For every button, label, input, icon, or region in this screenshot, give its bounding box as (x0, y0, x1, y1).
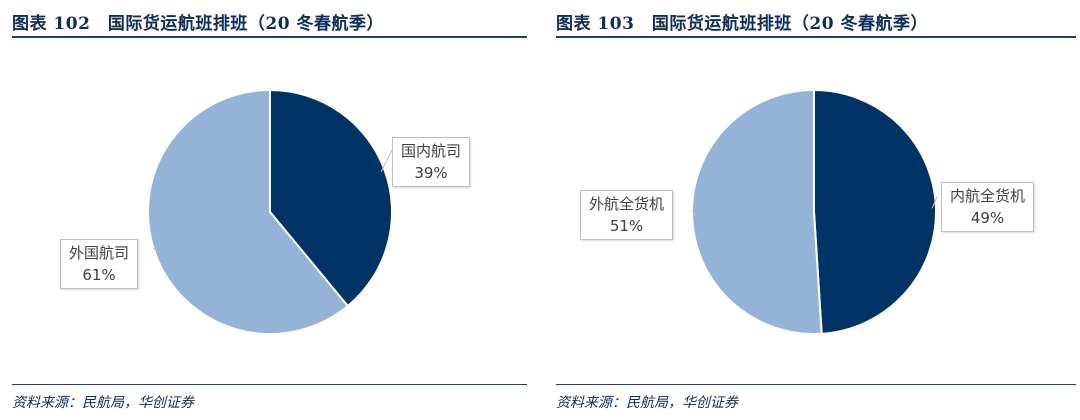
slice-category: 外国航司 (69, 244, 130, 262)
leader-line-1 (152, 247, 160, 253)
leader-line-0 (380, 149, 393, 173)
figure-102: 图表 102 国际货运航班排班（20 冬春航季） 国内航司 39% 外国航司 6… (0, 0, 530, 420)
pie-slice-0 (269, 88, 393, 308)
slice-label-domestic-freighter: 内航全货机 49% (941, 182, 1035, 232)
pie-slice-0 (813, 88, 937, 335)
figure-title: 图表 103 国际货运航班排班（20 冬春航季） (556, 14, 928, 34)
source-rule (12, 384, 527, 385)
slice-percent: 49% (970, 209, 1005, 227)
title-rule (556, 36, 1076, 38)
pie-slice-1 (690, 88, 823, 335)
slice-category: 外航全货机 (589, 195, 665, 213)
source-rule (556, 384, 1076, 385)
slice-label-foreign-freighter: 外航全货机 51% (580, 190, 674, 240)
slice-label-foreign: 外国航司 61% (60, 239, 139, 289)
slice-percent: 39% (414, 164, 448, 182)
figure-103: 图表 103 国际货运航班排班（20 冬春航季） 内航全货机 49% 外航全货机… (552, 0, 1080, 420)
pie-chart-103 (690, 88, 938, 335)
slice-percent: 61% (82, 266, 116, 284)
leader-line-0 (931, 196, 938, 209)
pie-slice-1 (147, 88, 350, 335)
title-rule (12, 36, 527, 38)
figure-title: 图表 102 国际货运航班排班（20 冬春航季） (12, 14, 384, 34)
slice-percent: 51% (609, 217, 644, 235)
source-note: 资料来源：民航局，华创证券 (556, 395, 738, 411)
pie-chart-102 (147, 88, 393, 335)
slice-label-domestic: 国内航司 39% (392, 137, 471, 187)
leader-line-1 (691, 209, 697, 216)
slice-category: 内航全货机 (950, 187, 1026, 205)
source-note: 资料来源：民航局，华创证券 (12, 395, 194, 411)
slice-category: 国内航司 (401, 142, 462, 160)
